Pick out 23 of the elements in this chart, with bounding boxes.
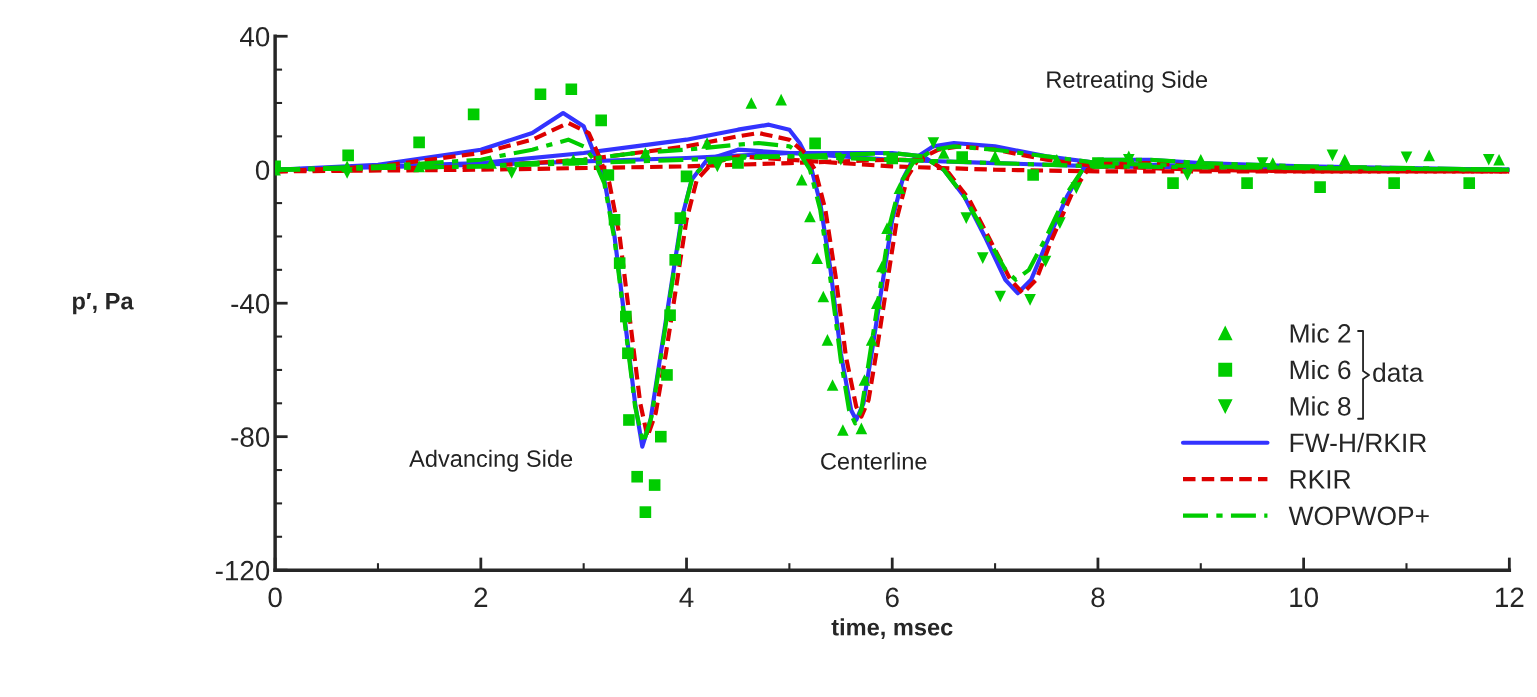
annotation: data xyxy=(1373,362,1424,382)
x-axis-title: time, msec xyxy=(831,618,953,640)
x-tick-label: 8 xyxy=(1091,587,1105,608)
legend-label: FW-H/RKIR xyxy=(1290,432,1427,453)
legend-label: Mic 8 xyxy=(1290,396,1351,416)
x-tick-label: 10 xyxy=(1290,587,1318,608)
legend-label: Mic 6 xyxy=(1290,359,1351,380)
legend-label: RKIR xyxy=(1290,470,1351,489)
annotation: Retreating Side xyxy=(1047,70,1208,93)
x-tick-label: 12 xyxy=(1496,587,1524,607)
x-tick-label: 2 xyxy=(474,587,488,607)
y-tick-label: -120 xyxy=(215,560,270,581)
legend-label: WOPWOP+ xyxy=(1288,506,1429,526)
annotation: Advancing Side xyxy=(409,449,573,472)
y-tick-label: -80 xyxy=(231,427,270,448)
legend-label: Mic 2 xyxy=(1290,323,1351,343)
x-tick-label: 4 xyxy=(679,587,694,607)
x-tick-label: 6 xyxy=(885,587,899,608)
annotation: Centerline xyxy=(821,452,927,470)
y-tick-label: -40 xyxy=(231,293,270,314)
y-tick-label: 0 xyxy=(255,160,270,181)
y-tick-label: 40 xyxy=(240,26,270,47)
y-axis-title: p′, Pa xyxy=(73,293,134,315)
